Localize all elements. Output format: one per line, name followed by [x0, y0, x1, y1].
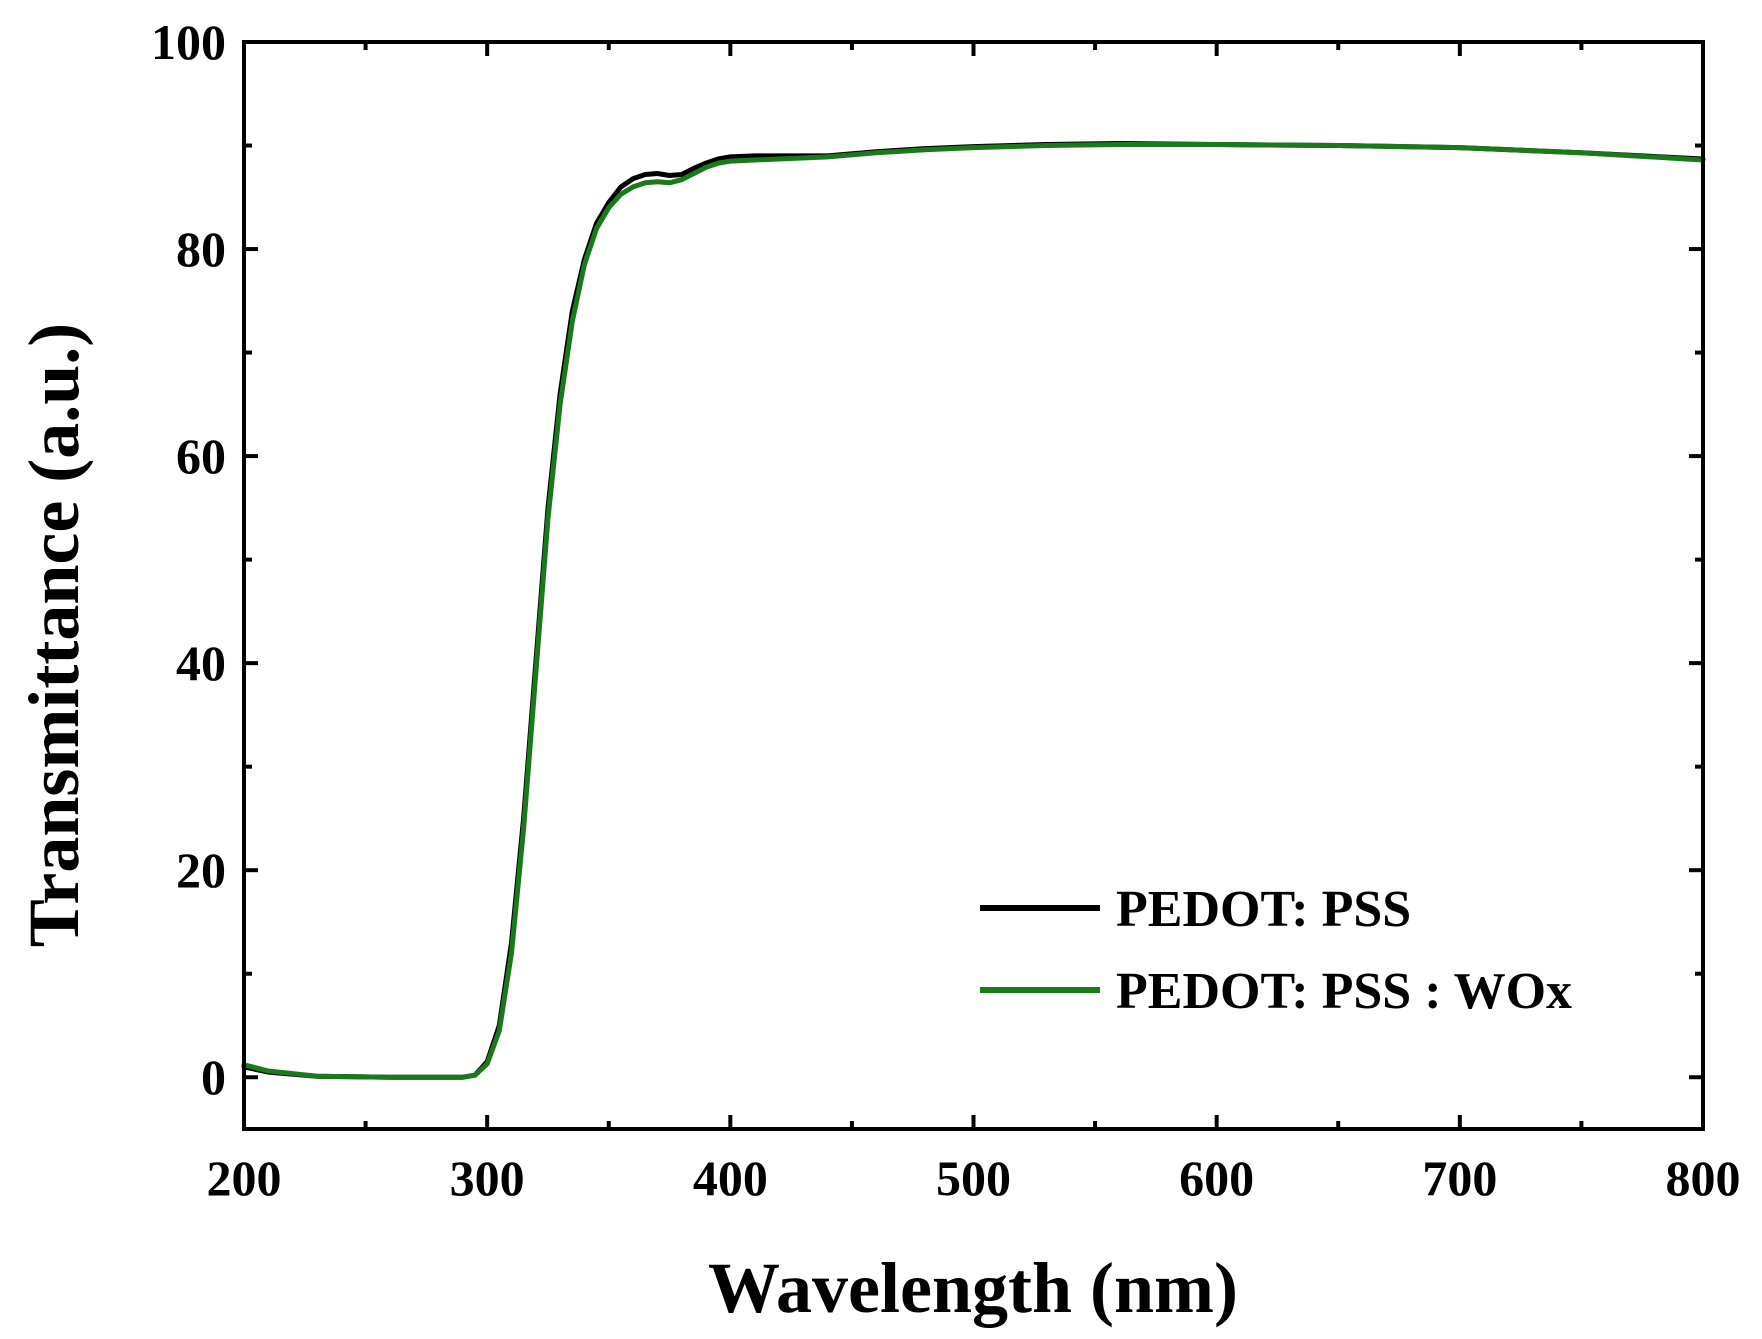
y-tick-label: 80: [176, 221, 226, 277]
x-tick-label: 200: [207, 1150, 282, 1206]
series-lines: [241, 141, 1706, 1080]
y-tick-label: 0: [201, 1049, 226, 1105]
y-tick-label: 20: [176, 842, 226, 898]
series-line-1: [241, 142, 1706, 1080]
axis-ticks: [242, 40, 1705, 1129]
legend-label-pedot-pss-wox: PEDOT: PSS : WOx: [1116, 963, 1572, 1020]
x-tick-label: 600: [1179, 1150, 1254, 1206]
x-tick-label: 500: [936, 1150, 1011, 1206]
y-tick-label: 60: [176, 428, 226, 484]
axis-tick-labels: 200 300 400 500 600 700 800 0 20 40 60 80 100: [151, 14, 1741, 1206]
y-tick-label: 100: [151, 14, 226, 70]
y-tick-label: 40: [176, 635, 226, 691]
x-tick-label: 800: [1666, 1150, 1741, 1206]
x-axis-title: Wavelength (nm): [708, 1248, 1238, 1328]
y-axis-title: Transmittance (a.u.): [14, 323, 94, 948]
x-tick-label: 300: [450, 1150, 525, 1206]
x-tick-label: 700: [1422, 1150, 1497, 1206]
x-tick-label: 400: [693, 1150, 768, 1206]
legend-label-pedot-pss: PEDOT: PSS: [1116, 881, 1411, 938]
series-line-0: [241, 141, 1706, 1080]
legend: PEDOT: PSS PEDOT: PSS : WOx: [980, 881, 1572, 1020]
